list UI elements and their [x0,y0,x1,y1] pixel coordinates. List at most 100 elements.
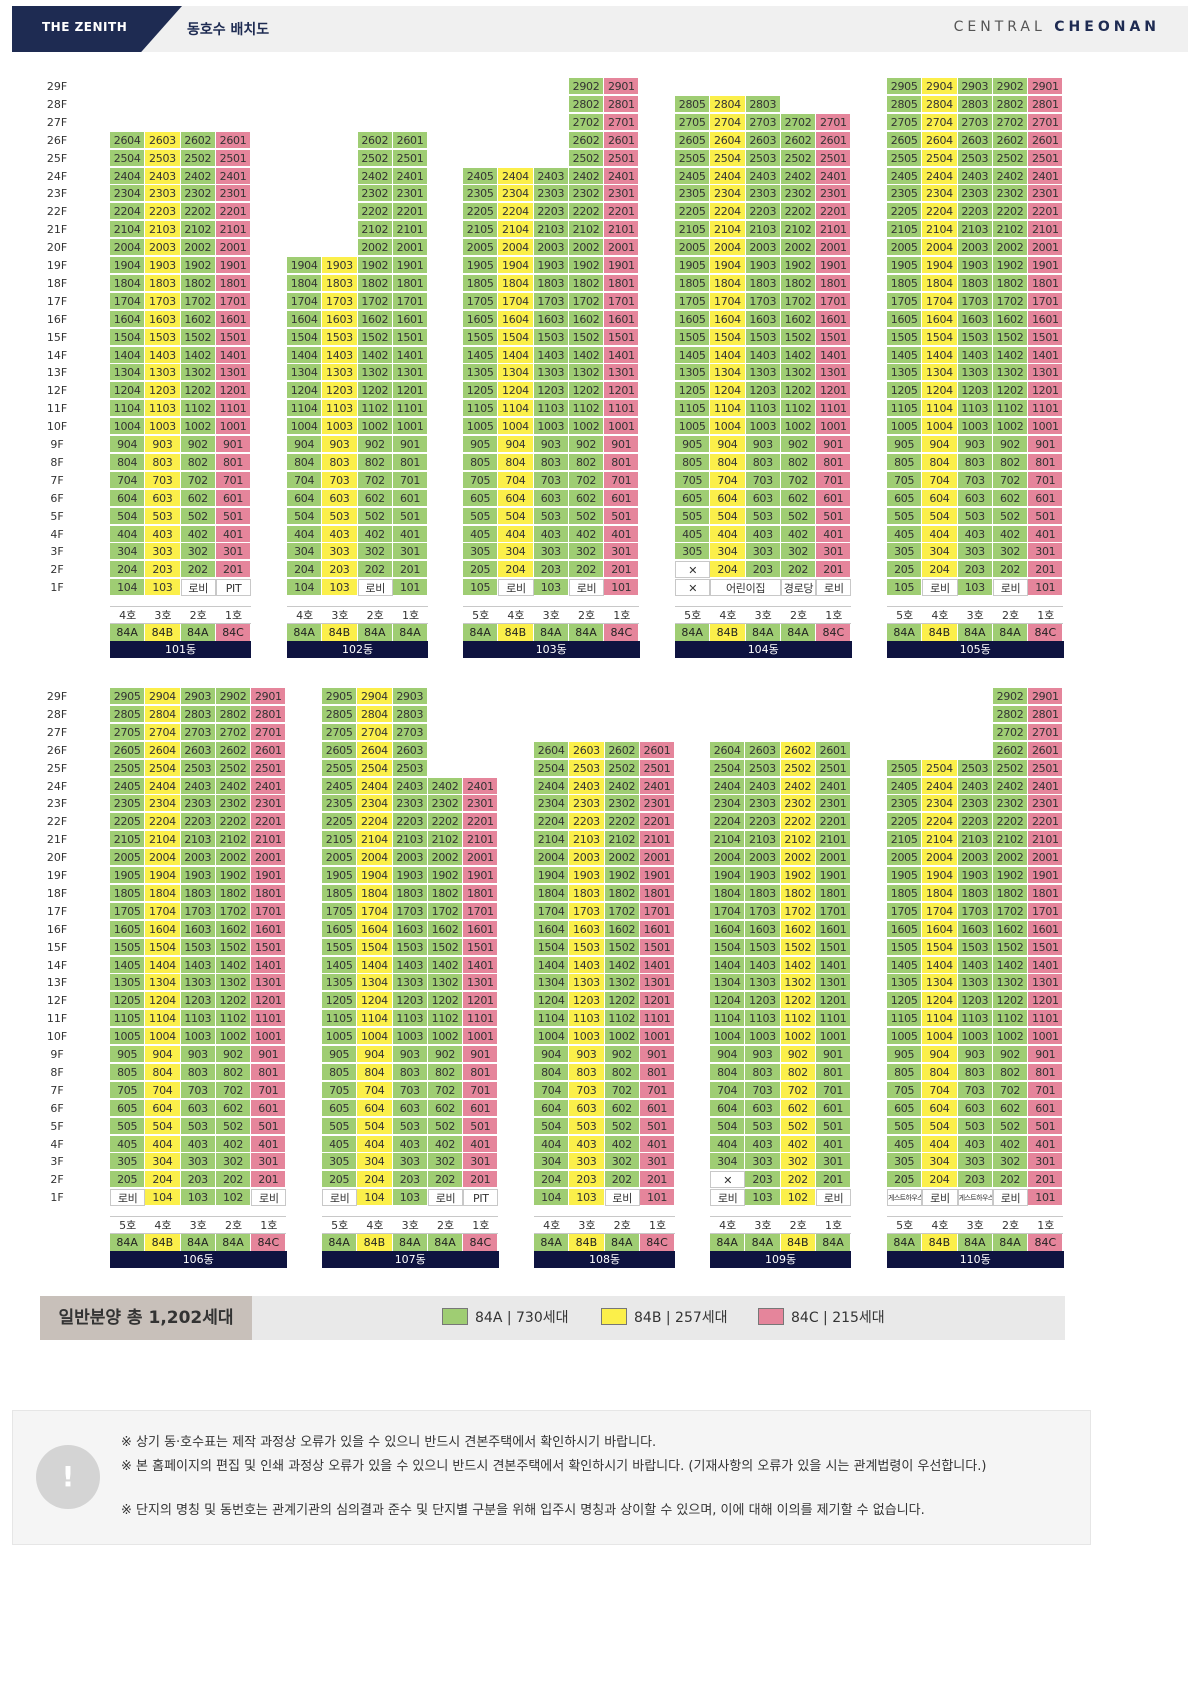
unit-cell: 1903 [180,867,216,884]
line-number-label: 3호 [145,606,181,625]
line-number-label: 3호 [957,1216,993,1235]
unit-cell: 604 [534,1099,570,1117]
unit-cell: 502 [568,507,605,525]
unit-cell: 1504 [145,938,181,956]
unit-cell: 103 [569,1189,605,1207]
unit-cell: 704 [145,1081,181,1099]
unit-cell: 2001 [639,849,676,867]
unit-cell: 2401 [1028,167,1064,185]
unit-cell: 703 [392,1081,428,1099]
unit-cell: 2702 [568,113,605,131]
unit-cell: 702 [604,1081,640,1099]
unit-cell: 2605 [887,131,923,149]
unit-cell: 1203 [533,382,569,400]
unit-cell: 604 [922,489,958,507]
unit-cell: 2002 [992,849,1029,867]
unit-cell: 2202 [780,203,817,221]
unit-cell: 704 [534,1081,570,1099]
unit-cell: 1701 [1028,292,1064,310]
unit-cell: 2203 [533,203,569,221]
floor-label: 20F [46,241,68,255]
unit-cell: 2605 [110,741,146,759]
unit-cell: 501 [604,507,640,525]
unit-cell: 1902 [780,257,817,274]
unit-cell: 2404 [498,167,534,185]
unit-cell: 1601 [1028,920,1064,938]
unit-cell: 2403 [957,167,993,185]
floor-label: 21F [46,223,68,237]
unit-cell: 903 [957,1046,993,1063]
unit-cell: 103 [533,579,569,597]
unit-cell: 1002 [780,1028,816,1046]
floor-label: 21F [46,833,68,847]
unit-cell: 2502 [992,149,1029,167]
unit-cell: 2301 [816,185,852,203]
unit-cell: 1603 [957,310,993,328]
unit-cell: 1703 [145,292,181,310]
unit-cell: 104 [357,1189,393,1207]
unit-cell: 1305 [322,974,358,992]
unit-cell: 2201 [392,203,429,221]
line-number-label: 4호 [110,606,146,625]
unit-cell: 601 [639,1099,676,1117]
unit-cell: 401 [1028,1135,1064,1153]
unit-cell: 2603 [745,741,781,759]
unit-cell: 902 [357,436,393,453]
unit-cell: 2202 [604,813,640,831]
unit-cell: 2502 [215,759,252,777]
unit-cell: 1501 [1028,328,1064,346]
unit-cell: 904 [145,1046,181,1063]
unit-cell: 1703 [569,902,605,920]
unit-cell: 1804 [287,274,323,292]
unit-cell: 1104 [710,400,746,418]
unit-cell: 1501 [1028,938,1064,956]
unit-cell: 703 [745,1081,781,1099]
unit-cell: 401 [604,525,640,543]
unit-cell: 1302 [604,974,640,992]
unit-cell: 803 [180,1063,216,1081]
unit-cell: 603 [745,1099,781,1117]
unit-cell: 2404 [110,167,146,185]
unit-cell: 504 [710,1117,746,1135]
unit-cell: 1104 [110,400,146,418]
unit-cell: 1801 [639,884,676,902]
ground-facility-cell: 로비 [251,1189,287,1207]
unit-cell: 1402 [568,346,605,364]
building-name-bar: 107동 [322,1251,499,1269]
unit-type-label: 84A [357,624,393,642]
line-number-label: 3호 [322,606,358,625]
unit-cell: 403 [957,1135,993,1153]
unit-cell: 2504 [110,149,146,167]
unit-cell: 503 [533,507,569,525]
unit-cell: 1702 [568,292,605,310]
unit-cell: 301 [392,543,429,561]
unit-cell: 2103 [745,831,781,849]
unit-type-label: 84A [675,624,711,642]
floor-label: 8F [50,455,64,469]
unit-cell: 2902 [568,78,605,95]
unit-cell: 401 [392,525,429,543]
unit-cell: 2101 [251,831,287,849]
unit-cell: 304 [922,543,958,561]
line-number-label: 4호 [710,606,746,625]
ground-facility-cell: 로비 [710,1189,746,1207]
unit-cell: 1604 [922,920,958,938]
unit-cell: 901 [816,436,852,453]
unit-cell: 2703 [745,113,781,131]
unit-cell: 2005 [463,239,499,257]
building-name-bar: 109동 [710,1251,852,1269]
unit-cell: 2802 [215,705,252,723]
unit-cell: 503 [957,507,993,525]
unit-cell: 2302 [427,795,464,813]
line-number-label: 3호 [533,606,569,625]
unit-cell: 2504 [710,149,746,167]
floor-label: 23F [46,187,68,201]
unit-cell: 804 [287,453,323,471]
unit-cell: 403 [957,525,993,543]
unit-cell: 1902 [568,257,605,274]
legend-item-84c: 84C | 215세대 [758,1307,885,1329]
unit-cell: 2301 [815,795,852,813]
unit-cell: 1305 [887,364,923,382]
unit-cell: 1804 [498,274,534,292]
unit-cell: 1204 [710,382,746,400]
